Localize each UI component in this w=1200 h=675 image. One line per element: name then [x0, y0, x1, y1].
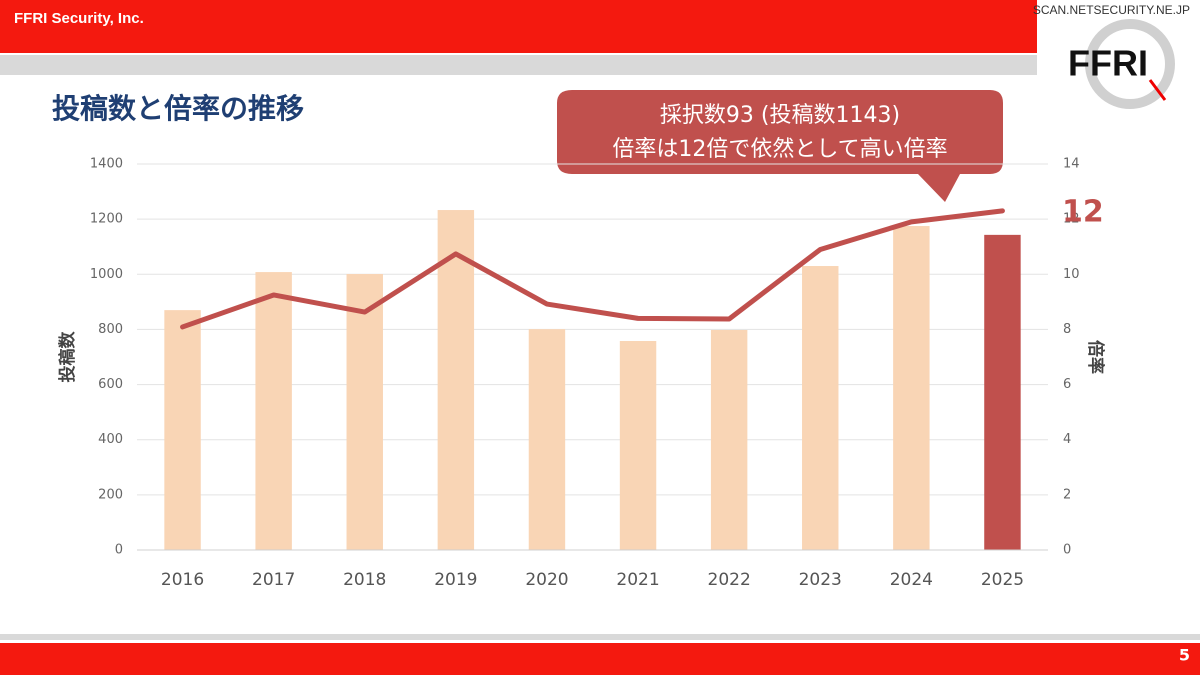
footer-strip [0, 634, 1200, 640]
y-tick-label: 200 [98, 487, 123, 502]
line [180, 208, 1005, 330]
bar [346, 274, 383, 550]
bar [255, 272, 292, 550]
y2-tick-label: 8 [1063, 322, 1071, 337]
header-strip [0, 55, 1037, 75]
x-tick-label: 2025 [981, 570, 1024, 590]
x-tick-label: 2019 [434, 570, 477, 590]
callout [557, 90, 1003, 202]
bar [437, 210, 475, 550]
bar [528, 329, 566, 550]
y-tick-label: 1400 [90, 157, 123, 172]
y2-tick-label: 0 [1063, 543, 1071, 558]
x-tick-label: 2020 [525, 570, 568, 590]
logo: FFRI [1068, 43, 1148, 84]
y-tick-label: 600 [98, 377, 123, 392]
x-tick-label: 2022 [708, 570, 751, 590]
y2-axis-label: 倍率 [1085, 340, 1106, 374]
y2-tick-label: 6 [1063, 377, 1071, 392]
y-tick-label: 1200 [90, 212, 123, 227]
x-tick-label: 2016 [161, 570, 204, 590]
bar [802, 266, 839, 550]
chart-title: 投稿数と倍率の推移 [52, 92, 304, 125]
logo-ring [1085, 19, 1175, 109]
header-bar [0, 0, 1037, 53]
y-tick-label: 800 [98, 322, 123, 337]
y2-tick-label: 4 [1063, 432, 1071, 447]
y2-tick-label: 2 [1063, 487, 1071, 502]
bar [893, 226, 930, 551]
footer-bar [0, 643, 1200, 675]
x-tick-label: 2018 [343, 570, 386, 590]
y2-tick-label: 14 [1063, 157, 1080, 172]
x-tick-label: 2024 [890, 570, 933, 590]
data-label: 12 [1062, 194, 1104, 229]
page-number: 5 [1179, 646, 1190, 665]
y2-tick-label: 12 [1063, 212, 1080, 227]
y-axis-label: 投稿数 [57, 331, 78, 383]
x-tick-label: 2017 [252, 570, 295, 590]
logo-hand [1148, 79, 1167, 101]
bar [984, 234, 1021, 550]
company: FFRI Security, Inc. [14, 10, 144, 27]
site: SCAN.NETSECURITY.NE.JP [1033, 3, 1190, 17]
x-tick-label: 2021 [616, 570, 659, 590]
y-tick-label: 1000 [90, 267, 123, 282]
callout-line: 倍率は12倍で依然として高い倍率 [612, 137, 947, 162]
y2-tick-label: 10 [1063, 267, 1080, 282]
x-tick-label: 2023 [799, 570, 842, 590]
y-tick-label: 0 [115, 543, 123, 558]
bar [619, 341, 657, 550]
y-tick-label: 400 [98, 432, 123, 447]
bar [710, 329, 748, 550]
bar [164, 310, 201, 550]
callout-line: 採択数93 (投稿数1143) [660, 103, 900, 128]
